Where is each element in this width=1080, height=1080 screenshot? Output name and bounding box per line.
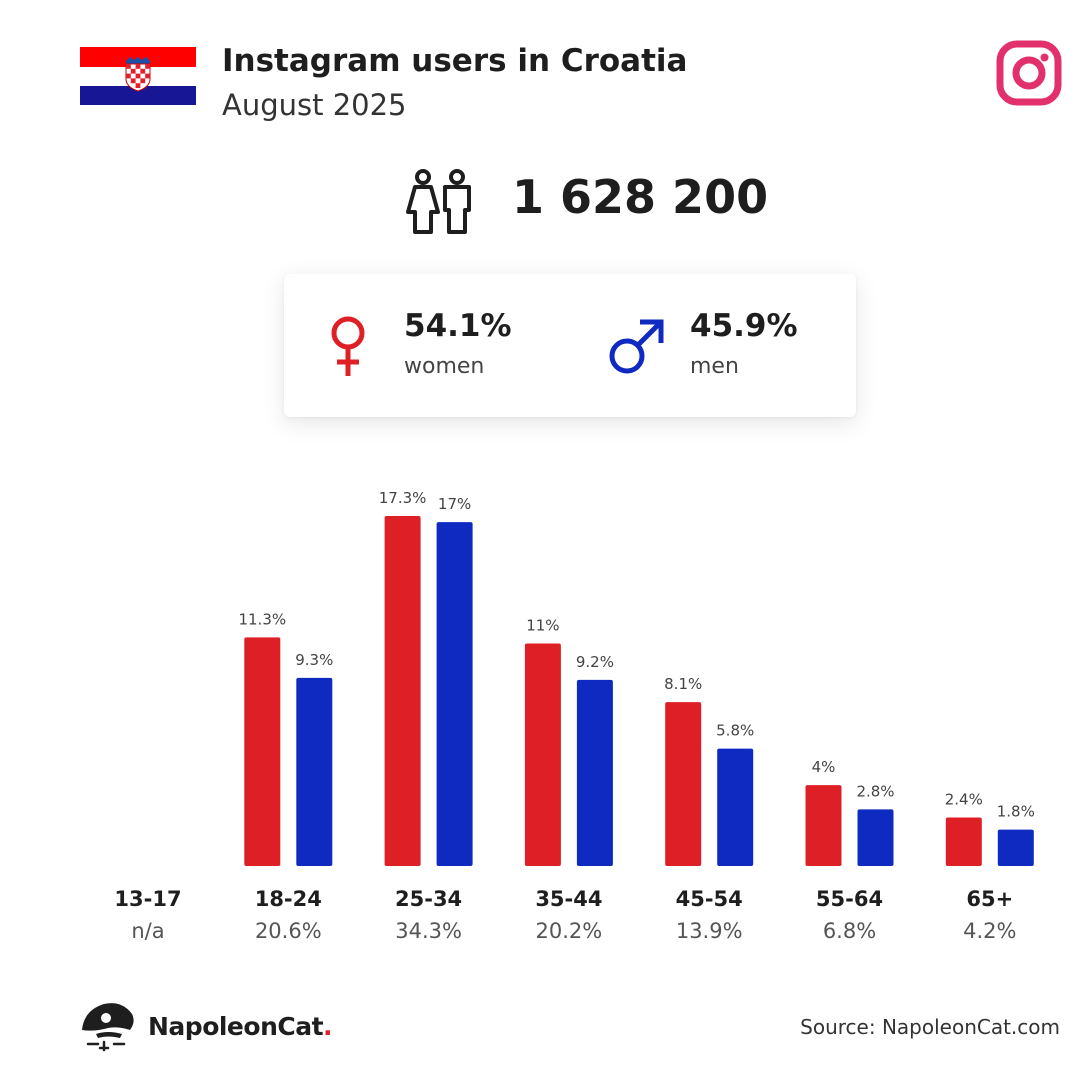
brand-name: NapoleonCat. bbox=[148, 1012, 333, 1041]
bar-women-45-54 bbox=[665, 702, 702, 866]
data-label-women-25-34: 17.3% bbox=[379, 489, 427, 507]
bar-men-65+ bbox=[997, 829, 1034, 866]
bar-men-45-54 bbox=[717, 748, 754, 866]
page-subtitle: August 2025 bbox=[222, 88, 407, 122]
category-label-65+: 65+ bbox=[966, 887, 1013, 911]
category-total-13-17: n/a bbox=[131, 919, 164, 943]
data-label-women-55-64: 4% bbox=[812, 758, 836, 776]
bar-men-18-24 bbox=[296, 677, 333, 866]
age-gender-bar-chart: 13-17 n/a 11.3% 9.3% 18-24 20.6% 17.3% 17% 25-34… bbox=[114, 489, 1035, 943]
data-label-women-35-44: 11% bbox=[526, 616, 559, 634]
female-symbol-icon bbox=[331, 316, 365, 376]
napoleoncat-logo bbox=[82, 1003, 134, 1052]
bar-men-25-34 bbox=[436, 522, 473, 866]
data-label-men-35-44: 9.2% bbox=[576, 653, 614, 671]
category-total-65+: 4.2% bbox=[963, 919, 1016, 943]
total-users-value: 1 628 200 bbox=[512, 170, 769, 224]
people-icon bbox=[406, 169, 471, 234]
source-credit: Source: NapoleonCat.com bbox=[800, 1015, 1060, 1039]
category-label-55-64: 55-64 bbox=[816, 887, 883, 911]
bar-women-25-34 bbox=[384, 516, 421, 866]
page-title: Instagram users in Croatia bbox=[222, 43, 688, 79]
data-label-men-65+: 1.8% bbox=[997, 803, 1035, 821]
women-percentage: 54.1% bbox=[404, 308, 512, 344]
bar-women-18-24 bbox=[244, 637, 281, 866]
category-total-55-64: 6.8% bbox=[823, 919, 876, 943]
brand-dot: . bbox=[323, 1012, 333, 1041]
men-label: men bbox=[690, 354, 739, 379]
data-label-men-18-24: 9.3% bbox=[295, 651, 333, 669]
male-symbol-icon bbox=[609, 319, 664, 374]
croatia-flag-icon bbox=[80, 47, 196, 105]
brand-name-text: NapoleonCat bbox=[148, 1012, 324, 1041]
data-label-men-55-64: 2.8% bbox=[856, 782, 894, 800]
category-total-35-44: 20.2% bbox=[536, 919, 603, 943]
bar-men-35-44 bbox=[576, 679, 613, 866]
instagram-icon bbox=[996, 40, 1062, 106]
data-label-women-18-24: 11.3% bbox=[238, 610, 286, 628]
data-label-men-45-54: 5.8% bbox=[716, 722, 754, 740]
category-label-13-17: 13-17 bbox=[114, 887, 181, 911]
women-label: women bbox=[404, 354, 485, 379]
bar-women-35-44 bbox=[524, 643, 561, 866]
gender-split-card: 54.1% women 45.9% men bbox=[284, 274, 856, 417]
category-label-35-44: 35-44 bbox=[535, 887, 602, 911]
men-percentage: 45.9% bbox=[690, 308, 798, 344]
category-total-18-24: 20.6% bbox=[255, 919, 322, 943]
data-label-women-45-54: 8.1% bbox=[664, 675, 702, 693]
category-label-45-54: 45-54 bbox=[676, 887, 743, 911]
category-total-45-54: 13.9% bbox=[676, 919, 743, 943]
category-label-18-24: 18-24 bbox=[255, 887, 322, 911]
category-label-25-34: 25-34 bbox=[395, 887, 462, 911]
data-label-women-65+: 2.4% bbox=[945, 790, 983, 808]
data-label-men-25-34: 17% bbox=[438, 495, 471, 513]
category-total-25-34: 34.3% bbox=[395, 919, 462, 943]
bar-women-65+ bbox=[945, 817, 982, 866]
bar-men-55-64 bbox=[857, 809, 894, 866]
bar-women-55-64 bbox=[805, 785, 842, 866]
